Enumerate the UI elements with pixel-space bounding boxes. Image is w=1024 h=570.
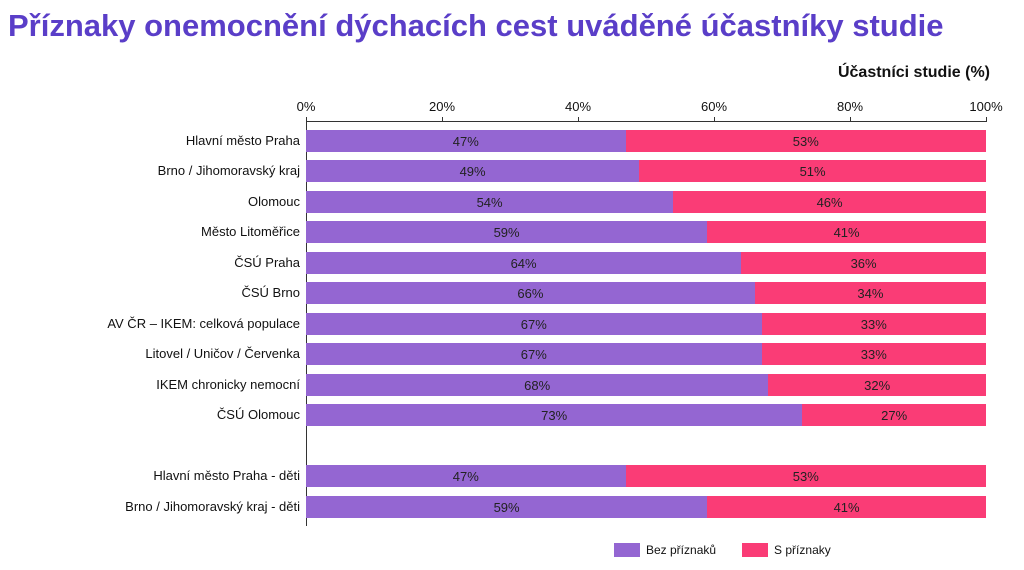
data-label: 66% — [517, 285, 544, 301]
category-label: ČSÚ Praha — [234, 255, 300, 270]
x-tick-mark — [578, 117, 579, 122]
x-tick-mark — [306, 117, 307, 122]
bar-s-priznaky: 33% — [761, 313, 986, 335]
x-tick-label: 0% — [296, 99, 316, 114]
legend-label-s-priznaky: S příznaky — [774, 543, 831, 557]
bar-bez-priznaku: 47% — [306, 130, 626, 152]
category-label: Olomouc — [247, 194, 300, 209]
x-tick-label: 80% — [836, 99, 864, 114]
data-label: 64% — [510, 255, 537, 271]
data-label: 34% — [857, 285, 884, 301]
x-tick-mark — [850, 117, 851, 122]
bar-s-priznaky: 53% — [625, 130, 986, 152]
category-label: ČSÚ Olomouc — [216, 407, 300, 422]
x-tick-label: 100% — [969, 99, 1003, 114]
data-label: 41% — [833, 224, 860, 240]
x-tick-mark — [714, 117, 715, 122]
bar-bez-priznaku: 54% — [306, 191, 674, 213]
data-label: 51% — [799, 163, 826, 179]
data-label: 67% — [520, 316, 547, 332]
data-label: 47% — [452, 133, 479, 149]
category-label: Litovel / Uničov / Červenka — [145, 346, 300, 361]
category-label: Brno / Jihomoravský kraj - děti — [125, 499, 300, 514]
bar-s-priznaky: 36% — [741, 252, 986, 274]
bar-s-priznaky: 34% — [754, 282, 986, 304]
bar-s-priznaky: 33% — [761, 343, 986, 365]
bar-s-priznaky: 41% — [707, 496, 986, 518]
bar-s-priznaky: 32% — [768, 374, 986, 396]
category-label: Hlavní město Praha - děti — [153, 468, 300, 483]
data-label: 59% — [493, 499, 520, 515]
category-label: Brno / Jihomoravský kraj — [157, 163, 300, 178]
bar-bez-priznaku: 66% — [306, 282, 755, 304]
data-label: 33% — [860, 316, 887, 332]
bar-s-priznaky: 51% — [639, 160, 986, 182]
data-label: 36% — [850, 255, 877, 271]
data-label: 46% — [816, 194, 843, 210]
data-label: 68% — [524, 377, 551, 393]
bar-bez-priznaku: 67% — [306, 313, 762, 335]
x-tick-label: 20% — [428, 99, 456, 114]
bar-s-priznaky: 27% — [802, 404, 986, 426]
data-label: 32% — [864, 377, 891, 393]
data-label: 54% — [476, 194, 503, 210]
bar-s-priznaky: 41% — [707, 221, 986, 243]
category-label: AV ČR – IKEM: celková populace — [107, 316, 300, 331]
bar-bez-priznaku: 68% — [306, 374, 769, 396]
category-label: Hlavní město Praha — [185, 133, 300, 148]
legend-label-bez-priznaku: Bez příznaků — [646, 543, 717, 557]
bar-bez-priznaku: 67% — [306, 343, 762, 365]
bar-bez-priznaku: 49% — [306, 160, 640, 182]
x-tick-label: 60% — [700, 99, 728, 114]
bar-bez-priznaku: 59% — [306, 221, 708, 243]
x-tick-mark — [442, 117, 443, 122]
data-label: 73% — [541, 407, 568, 423]
chart-title: Příznaky onemocnění dýchacích cest uvádě… — [8, 8, 944, 43]
x-axis-title: Účastníci studie (%) — [837, 64, 990, 81]
data-label: 41% — [833, 499, 860, 515]
category-label: IKEM chronicky nemocní — [156, 377, 300, 392]
x-tick-mark — [986, 117, 987, 122]
data-label: 53% — [792, 468, 819, 484]
x-axis-line — [306, 121, 986, 122]
data-label: 33% — [860, 346, 887, 362]
category-label: ČSÚ Brno — [241, 285, 300, 300]
bar-bez-priznaku: 64% — [306, 252, 742, 274]
bar-s-priznaky: 53% — [625, 465, 986, 487]
data-label: 53% — [792, 133, 819, 149]
bar-s-priznaky: 46% — [673, 191, 986, 213]
data-label: 27% — [881, 407, 908, 423]
bar-bez-priznaku: 73% — [306, 404, 803, 426]
legend-swatch-bez-priznaku — [614, 543, 640, 557]
bar-bez-priznaku: 59% — [306, 496, 708, 518]
data-label: 49% — [459, 163, 486, 179]
data-label: 47% — [452, 468, 479, 484]
category-label: Město Litoměřice — [201, 224, 300, 239]
legend: Bez příznaků S příznaky — [614, 543, 831, 557]
data-label: 67% — [520, 346, 547, 362]
x-tick-label: 40% — [564, 99, 592, 114]
legend-swatch-s-priznaky — [742, 543, 769, 557]
data-label: 59% — [493, 224, 520, 240]
bar-bez-priznaku: 47% — [306, 465, 626, 487]
